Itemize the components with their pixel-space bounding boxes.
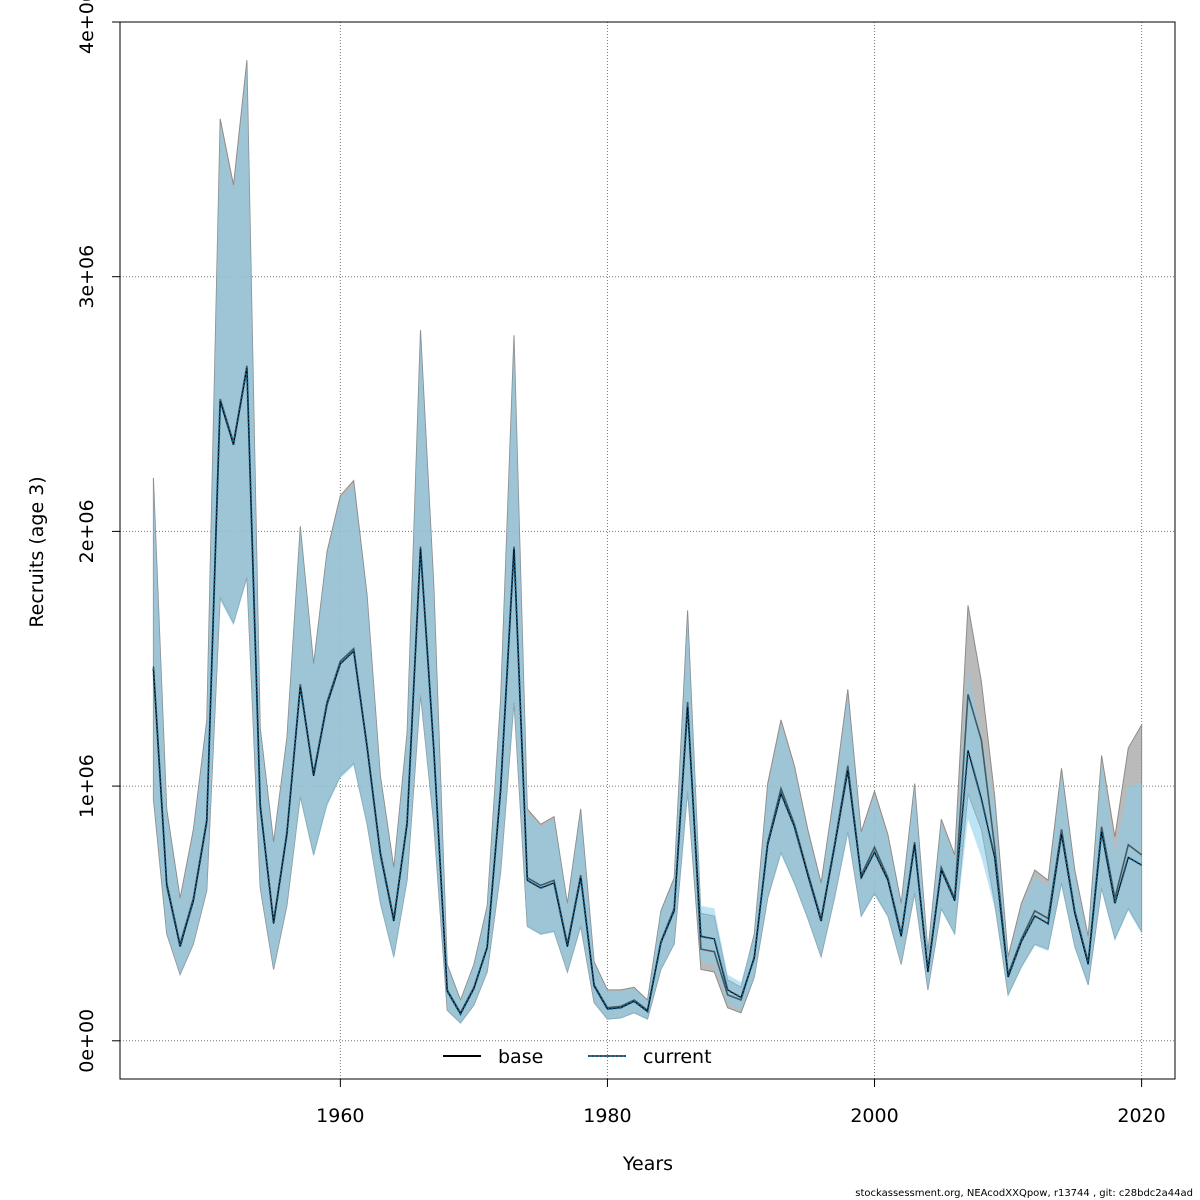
series-lines — [152, 365, 1143, 1017]
x-axis-title: Years — [622, 1153, 673, 1175]
current-confidence-band — [153, 65, 1142, 1024]
footer-caption: stockassessment.org, NEAcodXXQpow, r1374… — [855, 1188, 1193, 1199]
x-tick-label: 1980 — [583, 1105, 631, 1127]
y-axis: 0e+00 1e+06 2e+06 3e+06 4e+06 — [76, 0, 120, 1073]
current-line — [152, 368, 1143, 1017]
x-tick-label: 1960 — [316, 1105, 364, 1127]
legend: base current — [443, 1046, 712, 1068]
y-tick-label: 1e+06 — [76, 754, 98, 818]
x-axis: 1960 1980 2000 2020 — [316, 1079, 1166, 1127]
legend-label-base: base — [498, 1046, 543, 1068]
y-axis-title: Recruits (age 3) — [26, 476, 48, 627]
y-tick-label: 4e+06 — [76, 0, 98, 54]
current-line-dots — [152, 368, 1142, 1016]
y-tick-label: 3e+06 — [76, 245, 98, 309]
y-tick-label: 2e+06 — [76, 499, 98, 563]
y-tick-label: 0e+00 — [76, 1009, 98, 1073]
plot-frame — [119, 21, 1176, 1080]
legend-label-current: current — [643, 1046, 712, 1068]
confidence-bands — [152, 60, 1143, 1024]
x-tick-label: 2000 — [850, 1105, 898, 1127]
x-tick-label: 2020 — [1117, 1105, 1165, 1127]
